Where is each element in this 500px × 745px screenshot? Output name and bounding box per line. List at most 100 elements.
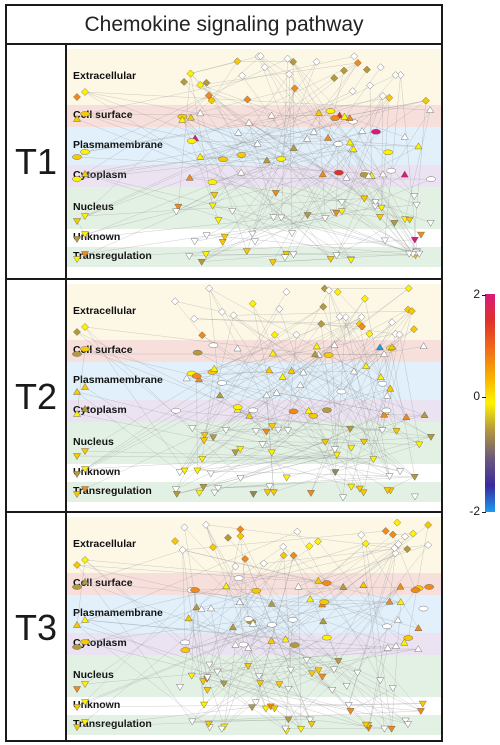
panel-divider: [65, 513, 67, 740]
gene-node: [81, 699, 89, 706]
gene-node: [391, 549, 400, 558]
gene-node: [400, 638, 409, 646]
legend-mid-tick: [482, 397, 486, 398]
gene-node: [207, 604, 215, 612]
gene-node: [422, 96, 430, 105]
gene-node: [256, 680, 265, 688]
gene-node: [357, 531, 366, 539]
gene-node: [81, 170, 89, 177]
gene-node: [312, 342, 321, 350]
gene-node: [73, 115, 81, 122]
network-graph: [72, 518, 434, 735]
gene-node: [206, 470, 215, 478]
gene-node: [347, 257, 356, 264]
gene-node: [359, 489, 368, 497]
gene-node: [176, 684, 184, 691]
gene-node: [233, 57, 242, 66]
gene-node: [80, 346, 90, 352]
gene-node: [395, 330, 404, 339]
gene-node: [171, 537, 179, 545]
figure-title: Chemokine signaling pathway: [7, 6, 441, 45]
gene-node: [171, 407, 181, 414]
gene-node: [379, 170, 387, 178]
gene-node: [349, 145, 358, 153]
gene-node: [414, 624, 423, 631]
gene-node: [80, 111, 90, 117]
gene-node: [392, 642, 400, 649]
gene-node: [275, 305, 284, 313]
gene-node: [218, 239, 227, 246]
gene-node: [81, 231, 89, 238]
gene-node: [232, 404, 243, 410]
gene-node: [383, 149, 393, 156]
gene-node: [195, 375, 203, 383]
gene-node: [371, 129, 381, 135]
gene-node: [330, 666, 338, 674]
gene-node: [192, 349, 203, 356]
gene-node: [325, 286, 333, 295]
compartment-label: Transregulation: [73, 718, 152, 730]
gene-node: [282, 474, 291, 482]
gene-node: [258, 441, 267, 449]
gene-node: [319, 599, 329, 605]
gene-node: [332, 451, 341, 459]
gene-node: [218, 156, 228, 163]
gene-node: [193, 467, 202, 475]
gene-node: [289, 642, 300, 648]
gene-node: [248, 230, 257, 238]
gene-node: [410, 474, 419, 481]
gene-node: [180, 647, 191, 653]
gene-node: [312, 57, 321, 66]
gene-node: [405, 216, 414, 224]
gene-node: [281, 725, 290, 733]
gene-node: [319, 302, 328, 311]
gene-node: [292, 330, 301, 339]
gene-node: [342, 173, 351, 181]
gene-node: [243, 95, 252, 104]
gene-node: [236, 446, 245, 453]
gene-node: [288, 617, 298, 623]
gene-node: [73, 93, 81, 101]
gene-node: [251, 699, 260, 707]
gene-node: [81, 88, 89, 96]
gene-node: [362, 65, 371, 74]
gene-node: [391, 71, 400, 80]
gene-node: [233, 575, 244, 581]
gene-node: [178, 546, 187, 554]
gene-node: [207, 179, 218, 185]
gene-node: [171, 297, 179, 306]
gene-node: [404, 721, 412, 729]
gene-node: [380, 725, 389, 733]
gene-node: [204, 720, 213, 728]
gene-node: [186, 113, 195, 121]
gene-node: [288, 408, 299, 415]
gene-node: [209, 543, 217, 552]
gene-node: [248, 299, 257, 308]
gene-node: [362, 362, 371, 369]
gene-node: [215, 391, 224, 399]
gene-node: [417, 231, 425, 239]
gene-node: [199, 678, 208, 686]
gene-node: [302, 657, 311, 664]
gene-node: [210, 489, 219, 497]
gene-node: [210, 364, 219, 372]
gene-node: [334, 169, 344, 176]
gene-node: [192, 603, 201, 611]
gene-node: [190, 587, 200, 593]
gene-node: [218, 307, 226, 316]
gene-node: [180, 78, 188, 86]
gene-node: [396, 468, 405, 476]
gene-node: [334, 658, 343, 665]
gene-node: [410, 325, 418, 334]
panel-t3: T3 Extracellular Cell surface Plasmamembran…: [7, 511, 441, 740]
gene-node: [331, 469, 340, 477]
gene-node: [234, 128, 243, 136]
gene-node: [340, 112, 349, 120]
gene-node: [381, 527, 390, 535]
gene-node: [205, 661, 214, 669]
gene-node: [267, 449, 276, 457]
gene-node: [73, 236, 81, 243]
gene-node: [73, 724, 81, 731]
gene-node: [243, 616, 254, 622]
